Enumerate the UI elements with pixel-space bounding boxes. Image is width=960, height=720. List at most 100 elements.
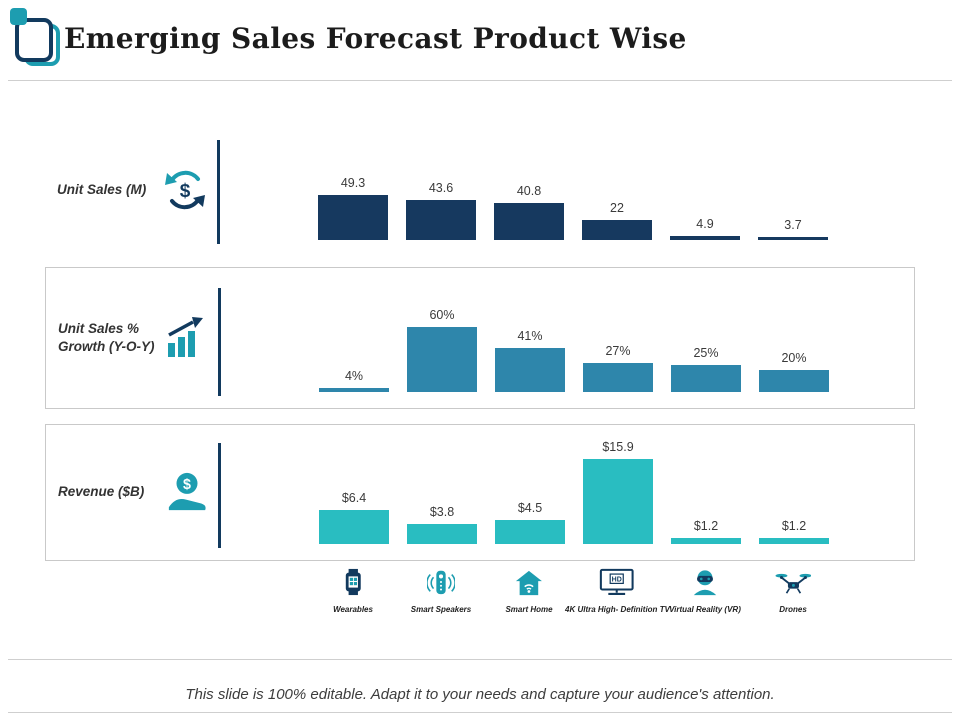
bar (407, 523, 477, 544)
bar-column: $4.5 (495, 501, 565, 544)
bar-column: 60% (407, 308, 477, 392)
bar-value-label: 25% (693, 345, 719, 360)
vr-headset-icon (691, 566, 719, 596)
bar (758, 236, 828, 240)
chart-row-revenue: Revenue ($B) $ $6.4 $3.8 $4.5 $15.9 $1.2 $1.2 (45, 424, 915, 561)
bar (671, 364, 741, 392)
category-label: Virtual Reality (VR) (669, 605, 741, 614)
bar-column: 4% (319, 369, 389, 392)
smart-speaker-icon (427, 566, 455, 596)
bar-column: $15.9 (583, 440, 653, 544)
bar-value-label: 27% (605, 343, 631, 358)
bar-column: $6.4 (319, 491, 389, 544)
bar-chart: $6.4 $3.8 $4.5 $15.9 $1.2 $1.2 (319, 440, 829, 544)
bar (406, 200, 476, 240)
footer-divider-bottom (8, 712, 952, 713)
chart-axis (217, 140, 220, 244)
bar-column: 43.6 (406, 181, 476, 240)
category-label: 4K Ultra High- Definition TV (565, 605, 670, 614)
category-label: Smart Speakers (410, 605, 472, 614)
chart-row-title: Unit Sales % Growth (Y-O-Y) (58, 320, 155, 354)
company-logo (10, 8, 66, 72)
smartwatch-icon (343, 566, 364, 596)
bar-value-label: 4% (344, 368, 364, 383)
bar-column: 49.3 (318, 176, 388, 240)
category-drones: Drones (758, 566, 828, 615)
currency-cycle-icon: $ (163, 168, 207, 212)
bar-column: 22 (582, 201, 652, 240)
bar-value-label: $6.4 (341, 490, 367, 505)
category-label: Wearables (333, 605, 373, 614)
bar-value-label: 22 (610, 200, 624, 215)
bar (759, 370, 829, 392)
category-virtual-reality: Virtual Reality (VR) (669, 566, 741, 615)
bar (759, 537, 829, 544)
bar (671, 537, 741, 544)
bar-column: $1.2 (671, 519, 741, 544)
category-4k-tv: HD 4K Ultra High- Definition TV (565, 566, 670, 615)
bar-chart: 4% 60% 41% 27% 25% 20% (319, 308, 829, 392)
footer-note: This slide is 100% editable. Adapt it to… (185, 686, 775, 703)
bar (319, 509, 389, 544)
header-divider (8, 80, 952, 81)
bar (583, 362, 653, 392)
bar-value-label: $15.9 (602, 440, 634, 454)
smart-home-icon (515, 566, 543, 596)
bar-value-label: $1.2 (781, 518, 807, 533)
growth-chart-icon (164, 316, 208, 360)
bar-value-label: 20% (781, 351, 807, 366)
drone-icon (774, 566, 812, 596)
svg-text:$: $ (183, 477, 191, 493)
category-smart-speakers: Smart Speakers (406, 566, 476, 615)
bar (583, 459, 653, 544)
tv-4k-icon: HD (599, 566, 634, 596)
bar-value-label: 4.9 (696, 216, 714, 231)
chart-row-unit-sales-growth: Unit Sales % Growth (Y-O-Y) 4% 60% 41% 27% 2… (45, 267, 915, 409)
svg-text:HD: HD (612, 576, 622, 583)
category-legend: Wearables Smart Speakers (318, 566, 828, 615)
bar (582, 219, 652, 240)
bar-column: $3.8 (407, 505, 477, 544)
chart-axis (218, 288, 221, 396)
bar (495, 347, 565, 392)
bar-value-label: 41% (517, 328, 543, 343)
bar (494, 202, 564, 240)
bar-column: 41% (495, 329, 565, 392)
footer-divider-top (8, 659, 952, 660)
bar-column: $1.2 (759, 519, 829, 544)
bar-column: 25% (671, 346, 741, 392)
bar-value-label: 60% (429, 308, 455, 322)
bar-value-label: $3.8 (429, 504, 455, 519)
chart-row-title: Revenue ($B) (58, 484, 145, 500)
bar-chart: 49.3 43.6 40.8 22 4.9 3.7 (318, 176, 828, 240)
bar-column: 27% (583, 344, 653, 392)
bar-value-label: 40.8 (516, 183, 542, 198)
chart-axis (218, 443, 221, 548)
bar-value-label: 43.6 (428, 181, 454, 196)
bar-value-label: $4.5 (517, 500, 543, 515)
logo-dark-square-icon (15, 18, 53, 62)
bar (318, 195, 388, 240)
bar-value-label: 49.3 (340, 176, 366, 190)
bar (495, 519, 565, 544)
category-label: Drones (779, 605, 807, 614)
logo-small-teal-square-icon (10, 8, 27, 25)
slide-title: Emerging Sales Forecast Product Wise (64, 22, 687, 55)
bar (319, 387, 389, 392)
category-label: Smart Home (505, 605, 553, 614)
bar-column: 3.7 (758, 218, 828, 240)
bar-column: 40.8 (494, 184, 564, 240)
bar-column: 4.9 (670, 216, 740, 240)
chart-row-unit-sales: Unit Sales (M) $ 49.3 43.6 40.8 22 4.9 3.7 (45, 134, 915, 246)
bar-column: 20% (759, 351, 829, 392)
category-wearables: Wearables (318, 566, 388, 615)
chart-row-title: Unit Sales (M) (57, 181, 147, 197)
category-smart-home: Smart Home (494, 566, 564, 615)
svg-text:$: $ (180, 181, 191, 202)
hand-dollar-icon: $ (164, 471, 208, 515)
bar-value-label: 3.7 (784, 217, 802, 232)
bar-value-label: $1.2 (693, 518, 719, 533)
bar (407, 327, 477, 392)
bar (670, 235, 740, 240)
